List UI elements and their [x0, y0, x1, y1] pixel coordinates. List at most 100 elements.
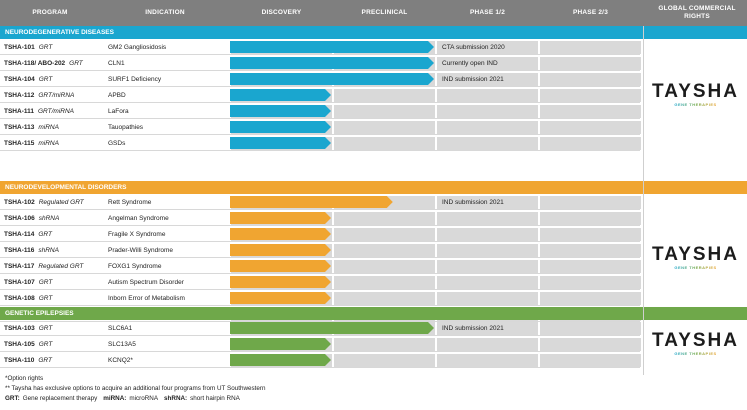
- row-divider: [0, 335, 640, 336]
- program-id: TSHA-116: [4, 246, 35, 254]
- program-id: TSHA-108: [4, 294, 35, 302]
- section-band: NEURODEVELOPMENTAL DISORDERS: [0, 181, 747, 194]
- program-modality: miRNA: [38, 139, 59, 147]
- program-id: TSHA-111: [4, 107, 34, 115]
- indication-cell: Tauopathies: [108, 123, 144, 131]
- stage-cell: [540, 41, 641, 54]
- indication-cell: GSDs: [108, 139, 126, 147]
- program-modality: miRNA: [38, 123, 59, 131]
- program-modality: GRT: [38, 324, 53, 332]
- progress-arrow: [230, 57, 434, 69]
- stage-cell: [540, 121, 641, 134]
- progress-arrow: [230, 89, 331, 101]
- stage-cell: [540, 322, 641, 335]
- progress-arrow: [230, 121, 331, 133]
- row-divider: [0, 257, 640, 258]
- rights-divider: [643, 26, 644, 375]
- def-grt: Gene replacement therapy: [22, 395, 98, 402]
- row-divider: [0, 225, 640, 226]
- stage-cell: [437, 292, 538, 305]
- stage-cell: [437, 121, 538, 134]
- program-modality: Regulated GRT: [38, 262, 84, 270]
- program-cell: TSHA-105 GRT: [4, 336, 52, 352]
- progress-bar: [230, 212, 331, 224]
- stage-cell: [540, 276, 641, 289]
- indication-cell: Inborn Error of Metabolism: [108, 294, 185, 302]
- progress-bar: [230, 244, 331, 256]
- program-cell: TSHA-118/ ABO-202 GRT: [4, 55, 83, 71]
- table-row: TSHA-105 GRT SLC13A5: [0, 336, 641, 352]
- program-id: TSHA-105: [4, 340, 35, 348]
- stage-cell: [437, 322, 538, 335]
- program-modality: GRT: [38, 356, 52, 364]
- stage-cell: [334, 105, 435, 118]
- program-cell: TSHA-101 GRT: [4, 39, 52, 55]
- milestone-note: Currently open IND: [442, 59, 498, 67]
- row-divider: [0, 54, 640, 55]
- table-row: TSHA-114 GRT Fragile X Syndrome: [0, 226, 641, 242]
- progress-bar: [230, 322, 434, 334]
- progress-bar: [230, 105, 331, 117]
- header-bar: PROGRAM INDICATION DISCOVERY PRECLINICAL…: [0, 0, 747, 26]
- program-modality: GRT: [38, 340, 53, 348]
- table-row: TSHA-111 GRT/miRNA LaFora: [0, 103, 641, 119]
- progress-arrow: [230, 105, 331, 117]
- progress-arrow: [230, 228, 331, 240]
- row-divider: [0, 241, 640, 242]
- table-row: TSHA-101 GRT GM2 Gangliosidosis CTA submiss…: [0, 39, 641, 55]
- progress-bar: [230, 73, 434, 85]
- stage-cell: [334, 354, 435, 367]
- indication-cell: Autism Spectrum Disorder: [108, 278, 184, 286]
- program-modality: GRT/miRNA: [38, 107, 74, 115]
- footer-abbreviations: GRT: Gene replacement therapy miRNA: microR…: [5, 395, 246, 402]
- stage-cell: [437, 196, 538, 209]
- indication-cell: SLC13A5: [108, 340, 136, 348]
- row-divider: [0, 150, 640, 151]
- section-band: GENETIC EPILEPSIES: [0, 307, 747, 320]
- program-id: TSHA-112: [4, 91, 35, 99]
- table-row: TSHA-115 miRNA GSDs: [0, 135, 641, 151]
- program-id: TSHA-114: [4, 230, 35, 238]
- progress-bar: [230, 228, 331, 240]
- stage-cell: [437, 212, 538, 225]
- indication-cell: FOXG1 Syndrome: [108, 262, 162, 270]
- stage-cell: [540, 292, 641, 305]
- stage-cell: [437, 137, 538, 150]
- program-id: TSHA-115: [4, 139, 35, 147]
- indication-cell: APBD: [108, 91, 126, 99]
- row-divider: [0, 273, 640, 274]
- milestone-note: IND submission 2021: [442, 324, 504, 332]
- row-divider: [0, 209, 640, 210]
- program-id: TSHA-110: [4, 356, 35, 364]
- stage-cell: [540, 105, 641, 118]
- table-row: TSHA-113 miRNA Tauopathies: [0, 119, 641, 135]
- indication-cell: LaFora: [108, 107, 129, 115]
- footer-option-rights: *Option rights: [5, 375, 44, 382]
- stage-cell: [334, 276, 435, 289]
- row-divider: [0, 102, 640, 103]
- progress-arrow: [230, 41, 434, 53]
- program-modality: shRNA: [38, 214, 60, 222]
- program-id: TSHA-103: [4, 324, 35, 332]
- indication-cell: Prader-Willi Syndrome: [108, 246, 174, 254]
- stage-cell: [437, 260, 538, 273]
- indication-cell: KCNQ2*: [108, 356, 133, 364]
- progress-bar: [230, 57, 434, 69]
- indication-cell: CLN1: [108, 59, 125, 67]
- stage-cell: [334, 338, 435, 351]
- progress-bar: [230, 89, 331, 101]
- table-row: TSHA-106 shRNA Angelman Syndrome: [0, 210, 641, 226]
- progress-arrow: [230, 338, 331, 350]
- progress-bar: [230, 41, 434, 53]
- progress-bar: [230, 276, 331, 288]
- program-cell: TSHA-115 miRNA: [4, 135, 59, 151]
- program-cell: TSHA-107 GRT: [4, 274, 52, 290]
- indication-cell: Fragile X Syndrome: [108, 230, 166, 238]
- indication-cell: SURF1 Deficiency: [108, 75, 162, 83]
- program-cell: TSHA-104 GRT: [4, 71, 52, 87]
- progress-arrow: [230, 137, 331, 149]
- logo-wordmark: TAYSHA: [652, 244, 739, 265]
- stage-cell: [334, 137, 435, 150]
- progress-bar: [230, 121, 331, 133]
